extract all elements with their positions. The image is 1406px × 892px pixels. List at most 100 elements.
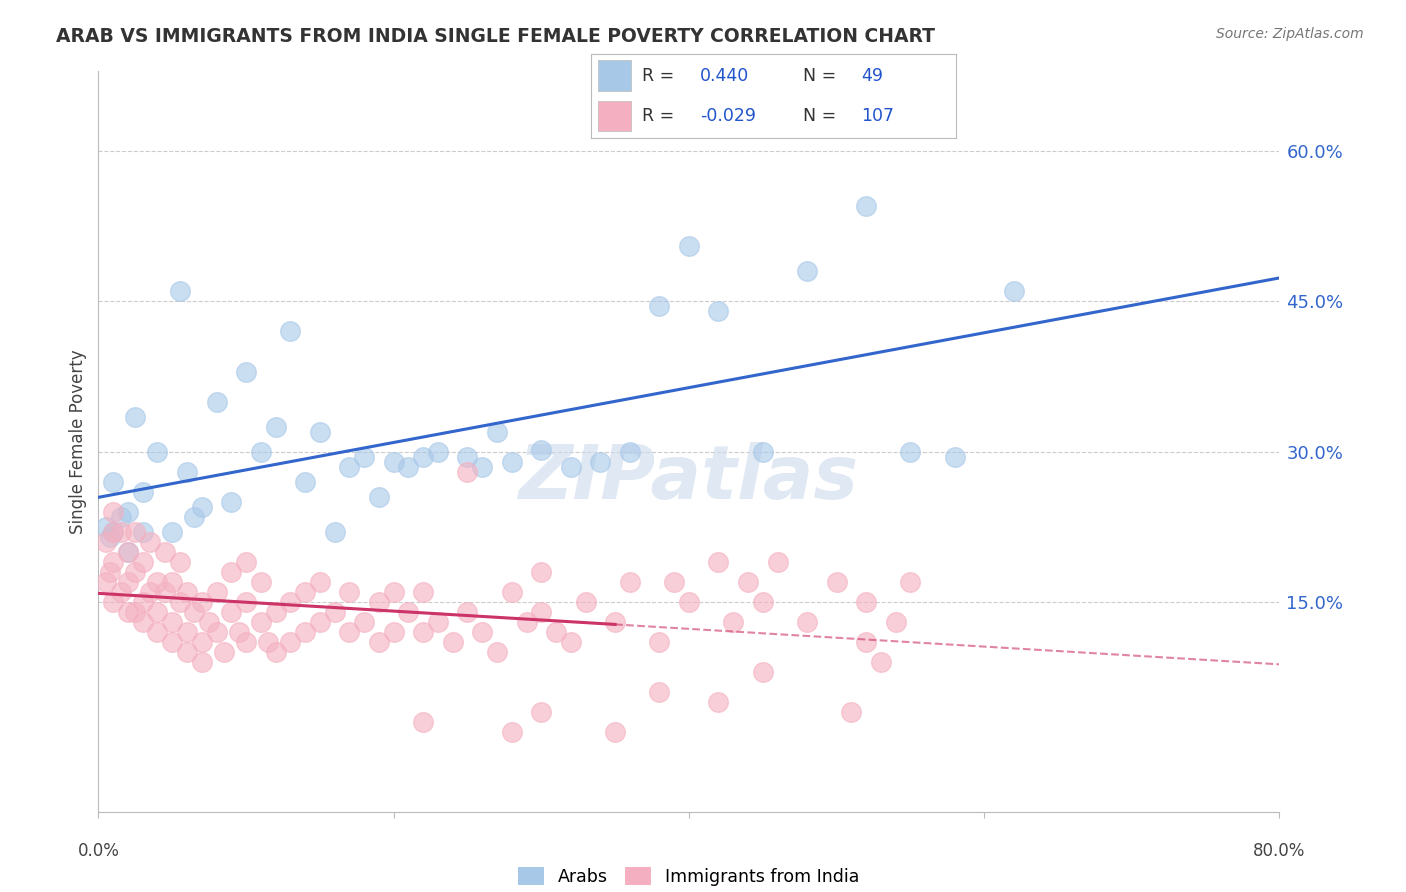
Point <box>191 634 214 648</box>
Point <box>560 459 582 474</box>
Point <box>323 524 346 539</box>
Point <box>723 615 745 629</box>
Point <box>146 444 169 458</box>
Legend: Arabs, Immigrants from India: Arabs, Immigrants from India <box>512 861 866 892</box>
Point <box>198 615 221 629</box>
Point <box>339 584 361 599</box>
Point <box>176 645 198 659</box>
Point <box>943 450 966 464</box>
Point <box>619 574 641 589</box>
Point <box>124 409 146 424</box>
Point <box>501 454 523 468</box>
Point <box>250 444 273 458</box>
Bar <box>598 101 631 131</box>
Point <box>124 565 146 579</box>
Point <box>855 199 877 213</box>
Text: N =: N = <box>803 107 835 125</box>
Point <box>648 684 671 698</box>
Point <box>486 645 509 659</box>
Bar <box>598 61 631 91</box>
Point <box>427 615 450 629</box>
Point <box>900 574 922 589</box>
Text: R =: R = <box>641 107 673 125</box>
Point <box>412 584 434 599</box>
Point <box>707 304 730 318</box>
Point <box>235 364 257 378</box>
Point <box>752 594 775 608</box>
Point <box>162 574 183 589</box>
Point <box>103 505 125 519</box>
Point <box>368 634 391 648</box>
Point <box>309 574 332 589</box>
Point <box>353 450 375 464</box>
Point <box>516 615 538 629</box>
Point <box>132 594 155 608</box>
Point <box>117 574 139 589</box>
Point <box>103 555 125 569</box>
Point <box>221 605 243 619</box>
Text: -0.029: -0.029 <box>700 107 756 125</box>
Point <box>221 565 243 579</box>
Point <box>117 605 139 619</box>
Text: 49: 49 <box>860 67 883 85</box>
Point <box>103 475 125 489</box>
Point <box>294 624 316 639</box>
Point <box>339 624 361 639</box>
Point <box>1002 285 1025 299</box>
Point <box>146 605 169 619</box>
Point <box>825 574 848 589</box>
Point <box>191 655 214 669</box>
Point <box>228 624 250 639</box>
Point <box>575 594 598 608</box>
Point <box>169 594 191 608</box>
Text: 0.440: 0.440 <box>700 67 749 85</box>
Point <box>169 555 191 569</box>
Point <box>103 524 125 539</box>
Point <box>766 555 789 569</box>
Point <box>250 615 273 629</box>
Point <box>560 634 582 648</box>
Point <box>382 454 405 468</box>
Point <box>94 574 117 589</box>
Point <box>132 524 155 539</box>
Point <box>98 530 121 544</box>
Point <box>169 285 191 299</box>
Point <box>176 465 198 479</box>
Point <box>162 524 183 539</box>
Point <box>132 484 155 499</box>
Point <box>530 442 553 457</box>
Point <box>323 605 346 619</box>
Point <box>124 524 146 539</box>
Point <box>457 450 479 464</box>
Point <box>205 394 228 409</box>
Point <box>235 555 257 569</box>
Point <box>382 624 405 639</box>
Text: ARAB VS IMMIGRANTS FROM INDIA SINGLE FEMALE POVERTY CORRELATION CHART: ARAB VS IMMIGRANTS FROM INDIA SINGLE FEM… <box>56 27 935 45</box>
Point <box>191 594 214 608</box>
Text: 80.0%: 80.0% <box>1253 842 1306 860</box>
Point <box>205 584 228 599</box>
Point <box>707 695 730 709</box>
Point <box>146 574 169 589</box>
Point <box>398 605 420 619</box>
Point <box>457 605 479 619</box>
Point <box>884 615 907 629</box>
Point <box>153 544 176 558</box>
Y-axis label: Single Female Poverty: Single Female Poverty <box>69 350 87 533</box>
Point <box>486 425 509 439</box>
Point <box>368 490 391 504</box>
Point <box>110 584 132 599</box>
Point <box>368 594 391 608</box>
Text: 107: 107 <box>860 107 894 125</box>
Point <box>235 634 257 648</box>
Point <box>605 724 627 739</box>
Point <box>183 509 205 524</box>
Point <box>294 475 316 489</box>
Point <box>146 624 169 639</box>
Point <box>664 574 686 589</box>
Point <box>648 634 671 648</box>
Point <box>339 459 361 474</box>
Point <box>870 655 893 669</box>
Point <box>257 634 280 648</box>
Point <box>117 505 139 519</box>
